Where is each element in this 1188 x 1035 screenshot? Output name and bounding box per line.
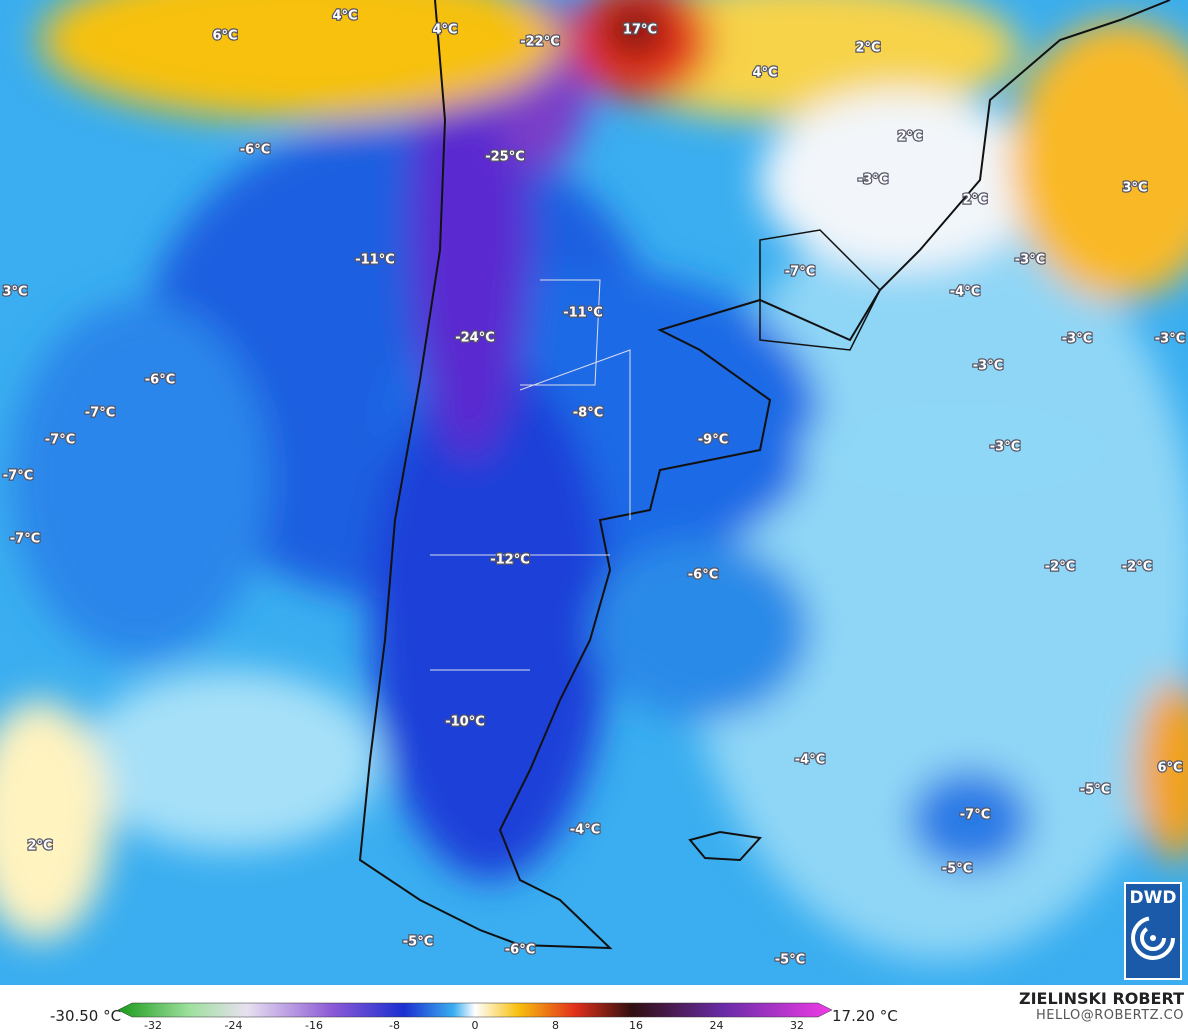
temperature-label: -7°C [785,265,815,280]
colorbar-tick: 0 [471,1019,479,1032]
temperature-label: 2°C [962,193,987,208]
temperature-label: -5°C [775,953,805,968]
temperature-label: 6°C [212,29,237,44]
temperature-label: -3°C [990,440,1020,455]
temperature-label: -6°C [505,943,535,958]
temperature-label: -3°C [858,173,888,188]
colorbar-tick: -24 [224,1019,243,1032]
logo-text: DWD [1129,888,1177,908]
temperature-label: 4°C [332,9,357,24]
temperature-label: -3°C [1015,253,1045,268]
temperature-label: -5°C [1080,783,1110,798]
temperature-label: -3°C [1062,332,1092,347]
temperature-label: -11°C [355,253,395,268]
temperature-map: 4°C 6°C 4°C -22°C 17°C 2°C 4°C -6°C -25°C 2°C -3°C… [0,0,1188,985]
temperature-label: -11°C [563,306,603,321]
temperature-label: -3°C [973,359,1003,374]
temperature-label: 2°C [855,41,880,56]
temperature-labels: 4°C 6°C 4°C -22°C 17°C 2°C 4°C -6°C -25°C 2°C -3°C… [1,7,1186,968]
colorbar-panel: -30.50 °C -32 -24 -16 -8 0 8 16 24 32 17.20 °C Z… [0,985,1188,1035]
temperature-label: -4°C [570,823,600,838]
temperature-label: 3°C [1122,181,1147,196]
temperature-label: -10°C [445,715,485,730]
colorbar-min: -30.50 °C [50,1007,122,1025]
temperature-label: -4°C [795,753,825,768]
temperature-label: 4°C [752,66,777,81]
temperature-label: 17°C [623,23,657,38]
colorbar-tick: 16 [629,1019,643,1032]
temperature-label: -2°C [1045,560,1075,575]
temperature-label: -25°C [485,150,525,165]
colorbar-tick: 32 [790,1019,804,1032]
colorbar-tick: 8 [552,1019,559,1032]
islands [688,830,762,862]
temperature-label: -9°C [698,433,728,448]
temperature-label: 2°C [27,839,52,854]
temperature-label: -6°C [145,373,175,388]
coastline [358,0,1171,950]
colorbar-tick: 24 [709,1019,724,1032]
colorbar-max: 17.20 °C [832,1007,898,1025]
temperature-label: -6°C [240,143,270,158]
temperature-label: -12°C [490,553,530,568]
temperature-label: -24°C [455,331,495,346]
temperature-label: -7°C [3,469,33,484]
temperature-label: -7°C [45,433,75,448]
temperature-label: -7°C [10,532,40,547]
colorbar [118,1002,832,1018]
temperature-label: -3°C [1155,332,1185,347]
border [759,229,881,351]
temperature-label: -7°C [85,406,115,421]
credit-name: ZIELINSKI ROBERT [1018,989,1184,1008]
temperature-label: -5°C [403,935,433,950]
temperature-label: -22°C [520,35,560,50]
temperature-label: 3°C [2,285,27,300]
temperature-label: -5°C [942,862,972,877]
temperature-label: -4°C [950,285,980,300]
logo-swirl [1131,916,1175,960]
temperature-label: 4°C [432,23,457,38]
colorbar-tick: -16 [305,1019,323,1032]
credit: ZIELINSKI ROBERT HELLO@ROBERTZ.CO [1019,989,1184,1023]
province-borders [430,279,631,671]
credit-email: HELLO@ROBERTZ.CO [1035,1008,1184,1023]
temperature-label: -6°C [688,568,718,583]
temperature-label: 6°C [1157,761,1182,776]
colorbar-tick: -32 [144,1019,162,1032]
temperature-label: -8°C [573,406,603,421]
temperature-label: 2°C [897,130,922,145]
temperature-label: -7°C [960,808,990,823]
colorbar-tick: -8 [389,1019,400,1032]
dwd-logo: DWD [1124,882,1182,980]
temperature-label: -2°C [1122,560,1152,575]
